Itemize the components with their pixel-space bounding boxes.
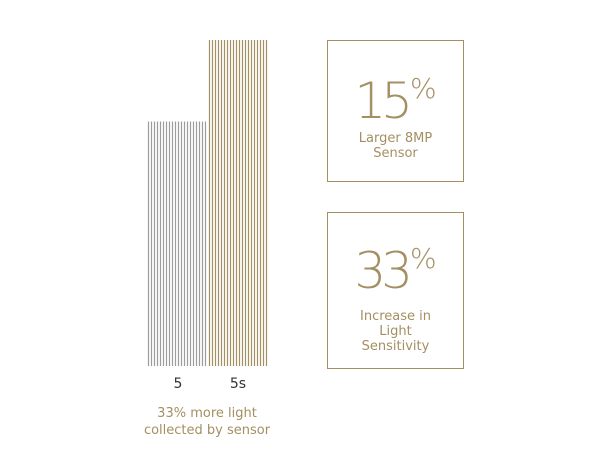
stat-unit: % [410,242,437,275]
stat-number-15: 15 [354,72,413,130]
tick-label-5: 5 [173,376,183,392]
stat-label-line: Sensor [373,146,418,161]
stat-label-line: Larger 8MP [358,131,433,146]
stat-label-line: Light [379,324,412,339]
stat-label: Increase in Light Sensitivity [328,309,463,354]
stat-label-line: Increase in [360,309,431,324]
stat-card-larger-sensor: 15% Larger 8MP Sensor [327,40,464,182]
chart-caption: 33% more light collected by sensor [127,405,287,439]
stat-label-line: Sensitivity [361,339,430,354]
stat-card-light-sensitivity: 33% Increase in Light Sensitivity [327,212,464,369]
stat-value: 15% [328,59,463,131]
bar-5 [147,121,207,366]
stat-label: Larger 8MP Sensor [328,131,463,161]
caption-line-1: 33% more light [157,406,257,421]
caption-line-2: collected by sensor [143,423,271,438]
stat-value: 33% [328,229,463,301]
stat-unit: % [410,72,437,105]
stat-number-33: 33 [354,242,413,300]
tick-label-5s: 5s [229,376,247,392]
bar-5s [208,40,268,366]
